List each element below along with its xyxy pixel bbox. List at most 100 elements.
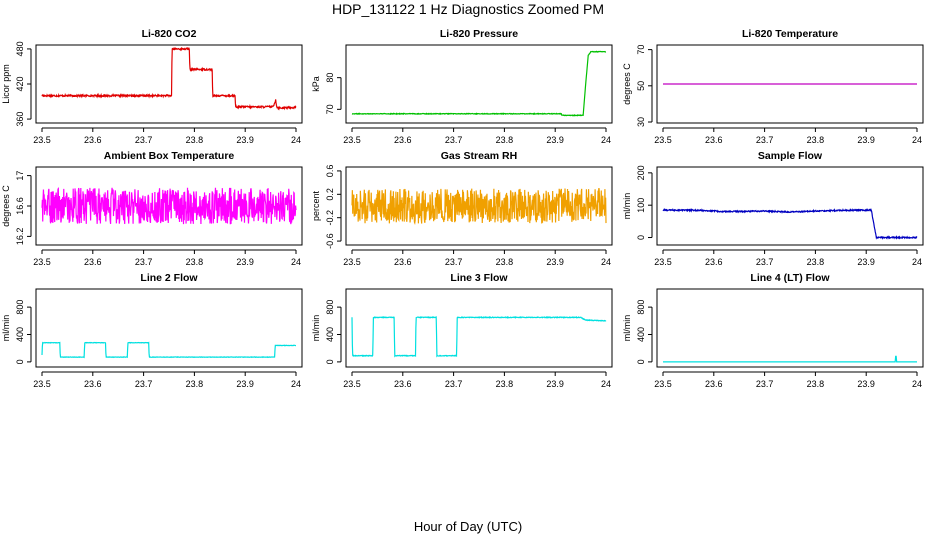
panel-5-x-tick-label-3: 23.8 (496, 257, 514, 267)
panel-9-x-tick-label-4: 23.9 (857, 379, 875, 389)
figure-title: HDP_131122 1 Hz Diagnostics Zoomed PM (332, 1, 604, 17)
panel-1-x-tick-label-1: 23.6 (84, 135, 102, 145)
panel-4-ylabel: degrees C (1, 185, 11, 227)
panel-4-x-tick-label-1: 23.6 (84, 257, 102, 267)
panel-2-x-tick-label-3: 23.8 (496, 135, 514, 145)
panel-9-y-tick-label-0: 0 (636, 359, 646, 364)
panel-6-x-tick-label-3: 23.8 (807, 257, 825, 267)
panel-1-x-tick-label-2: 23.7 (135, 135, 153, 145)
panel-1-title: Li-820 CO2 (142, 28, 197, 40)
panel-9-frame (656, 288, 924, 368)
panel-8-ylabel: ml/min (311, 315, 321, 342)
panel-1-x-tick-label-5: 24 (291, 135, 301, 145)
panel-9-y-tick-label-1: 400 (636, 327, 646, 342)
panel-6-ylabel: ml/min (622, 193, 632, 220)
panel-3-x-tick-label-5: 24 (912, 135, 922, 145)
panel-4-y-tick-label-1: 16.6 (15, 197, 25, 215)
panel-3-x-tick-label-3: 23.8 (807, 135, 825, 145)
panel-7-ylabel: ml/min (1, 315, 11, 342)
panel-8-x-tick-label-2: 23.7 (445, 379, 463, 389)
panel-8-x-tick-label-4: 23.9 (546, 379, 564, 389)
panel-8-x-tick-label-1: 23.6 (394, 379, 412, 389)
panel-9-x-tick-label-2: 23.7 (756, 379, 774, 389)
figure-xlabel: Hour of Day (UTC) (414, 519, 522, 534)
panel-3-x-tick-label-1: 23.6 (705, 135, 723, 145)
panel-1-y-tick-label-1: 420 (15, 76, 25, 91)
panel-8-y-tick-label-1: 400 (325, 327, 335, 342)
panel-1-series-1 (41, 46, 297, 111)
panel-4-y-tick-label-0: 16.2 (15, 228, 25, 246)
panel-6-title: Sample Flow (758, 150, 823, 162)
panel-4: Ambient Box Temperature 23.5 23.6 23.7 23.8 2… (1, 150, 303, 267)
panel-1-frame (35, 44, 303, 124)
panel-7-x-tick-label-0: 23.5 (33, 379, 51, 389)
panel-2-x-tick-label-0: 23.5 (343, 135, 361, 145)
panel-2-y-tick-label-0: 70 (325, 104, 335, 114)
panel-7: Line 2 Flow 23.5 23.6 23.7 23.8 23.9 24 0 400 800… (1, 272, 303, 389)
panel-9: Line 4 (LT) Flow 23.5 23.6 23.7 23.8 23.9 24 0 4… (622, 272, 924, 389)
panel-1-ylabel: Licor ppm (1, 64, 11, 104)
panel-5-ylabel: percent (311, 190, 321, 221)
panel-2-frame (345, 44, 613, 124)
panel-2-x-tick-label-1: 23.6 (394, 135, 412, 145)
panel-9-title: Line 4 (LT) Flow (750, 272, 830, 284)
panel-9-y-tick-label-2: 800 (636, 300, 646, 315)
panel-5-x-tick-label-2: 23.7 (445, 257, 463, 267)
panel-5-series-1 (351, 188, 607, 225)
panel-4-x-tick-label-3: 23.8 (186, 257, 204, 267)
panel-4-y-tick-label-2: 17 (15, 171, 25, 181)
panel-7-y-tick-label-1: 400 (15, 327, 25, 342)
panel-5-title: Gas Stream RH (441, 150, 517, 162)
panel-2-title: Li-820 Pressure (440, 28, 518, 40)
panel-grid: Li-820 CO2 23.5 23.6 23.7 23.8 23.9 24 360 420 48… (1, 28, 924, 389)
panel-7-x-tick-label-1: 23.6 (84, 379, 102, 389)
panel-1-x-tick-label-0: 23.5 (33, 135, 51, 145)
panel-7-x-tick-label-2: 23.7 (135, 379, 153, 389)
panel-5-x-tick-label-5: 24 (601, 257, 611, 267)
panel-9-x-tick-label-1: 23.6 (705, 379, 723, 389)
panel-7-frame (35, 288, 303, 368)
panel-4-x-tick-label-2: 23.7 (135, 257, 153, 267)
panel-8-y-tick-label-0: 0 (325, 359, 335, 364)
panel-9-x-tick-label-5: 24 (912, 379, 922, 389)
panel-8-y-tick-label-2: 800 (325, 300, 335, 315)
panel-1: Li-820 CO2 23.5 23.6 23.7 23.8 23.9 24 360 420 48… (1, 28, 303, 145)
panel-5-x-tick-label-0: 23.5 (343, 257, 361, 267)
panel-4-series-1 (41, 187, 297, 225)
panel-2-y-tick-label-1: 80 (325, 73, 335, 83)
panel-3-y-tick-label-0: 30 (636, 117, 646, 127)
panel-5-y-tick-label-1: -0.2 (325, 210, 335, 226)
panel-1-x-tick-label-3: 23.8 (186, 135, 204, 145)
panel-3-y-tick-label-1: 50 (636, 81, 646, 91)
panel-4-x-tick-label-4: 23.9 (236, 257, 254, 267)
panel-6-x-tick-label-0: 23.5 (654, 257, 672, 267)
panel-6: Sample Flow 23.5 23.6 23.7 23.8 23.9 24 0 100 200… (622, 150, 924, 267)
panel-3-ylabel: degrees C (622, 63, 632, 105)
panel-2-x-tick-label-4: 23.9 (546, 135, 564, 145)
panel-2-ylabel: kPa (311, 76, 321, 92)
panel-6-x-tick-label-1: 23.6 (705, 257, 723, 267)
panel-3-frame (656, 44, 924, 124)
panel-3-x-tick-label-2: 23.7 (756, 135, 774, 145)
panel-8-frame (345, 288, 613, 368)
panel-3: Li-820 Temperature 23.5 23.6 23.7 23.8 23.9 24… (622, 28, 924, 145)
panel-1-y-tick-label-0: 360 (15, 112, 25, 127)
panel-2-x-tick-label-2: 23.7 (445, 135, 463, 145)
panel-7-x-tick-label-4: 23.9 (236, 379, 254, 389)
panel-7-series-1 (41, 341, 297, 359)
panel-6-y-tick-label-2: 200 (636, 165, 646, 180)
panel-2-x-tick-label-5: 24 (601, 135, 611, 145)
panel-5-frame (345, 166, 613, 246)
panel-3-x-tick-label-0: 23.5 (654, 135, 672, 145)
panel-8-x-tick-label-5: 24 (601, 379, 611, 389)
panel-5-x-tick-label-1: 23.6 (394, 257, 412, 267)
panel-8: Line 3 Flow 23.5 23.6 23.7 23.8 23.9 24 0 400 800… (311, 272, 613, 389)
panel-7-title: Line 2 Flow (140, 272, 198, 284)
panel-6-series-1 (662, 208, 918, 240)
panel-7-y-tick-label-2: 800 (15, 300, 25, 315)
panel-5-y-tick-label-0: -0.6 (325, 233, 335, 249)
panel-9-ylabel: ml/min (622, 315, 632, 342)
panel-1-y-tick-label-2: 480 (15, 41, 25, 56)
